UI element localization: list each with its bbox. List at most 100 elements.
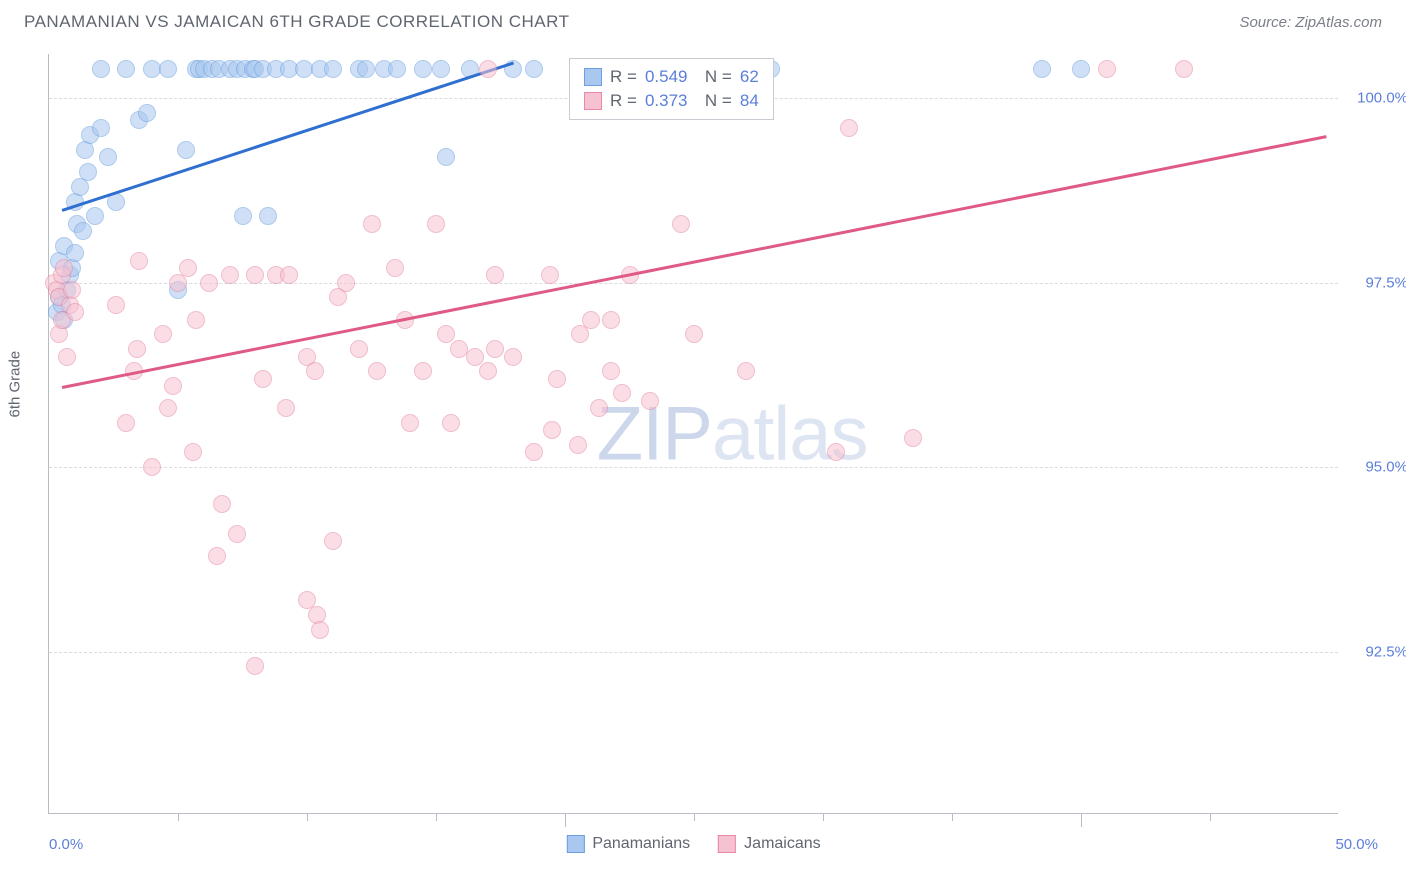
scatter-point bbox=[159, 60, 177, 78]
scatter-point bbox=[904, 429, 922, 447]
scatter-point bbox=[437, 148, 455, 166]
scatter-point bbox=[117, 60, 135, 78]
series-legend-label: Jamaicans bbox=[744, 835, 820, 853]
x-tick bbox=[823, 813, 824, 821]
scatter-point bbox=[71, 178, 89, 196]
scatter-point bbox=[234, 207, 252, 225]
scatter-point bbox=[324, 60, 342, 78]
scatter-point bbox=[138, 104, 156, 122]
scatter-point bbox=[246, 266, 264, 284]
scatter-point bbox=[254, 370, 272, 388]
scatter-point bbox=[184, 443, 202, 461]
x-label-max: 50.0% bbox=[1335, 836, 1378, 853]
scatter-point bbox=[187, 311, 205, 329]
x-tick bbox=[694, 813, 695, 821]
series-legend-item: Jamaicans bbox=[718, 835, 820, 853]
scatter-point bbox=[99, 148, 117, 166]
r-value: 0.549 bbox=[645, 67, 688, 87]
scatter-point bbox=[602, 362, 620, 380]
x-tick bbox=[178, 813, 179, 821]
scatter-point bbox=[582, 311, 600, 329]
scatter-point bbox=[602, 311, 620, 329]
scatter-point bbox=[613, 384, 631, 402]
scatter-point bbox=[306, 362, 324, 380]
series-legend: Panamanians Jamaicans bbox=[566, 835, 820, 853]
scatter-point bbox=[159, 399, 177, 417]
scatter-point bbox=[143, 458, 161, 476]
scatter-point bbox=[466, 348, 484, 366]
scatter-point bbox=[840, 119, 858, 137]
scatter-point bbox=[179, 259, 197, 277]
scatter-point bbox=[548, 370, 566, 388]
scatter-point bbox=[363, 215, 381, 233]
scatter-point bbox=[55, 259, 73, 277]
x-tick-major bbox=[565, 813, 566, 827]
scatter-point bbox=[221, 266, 239, 284]
legend-swatch bbox=[566, 835, 584, 853]
scatter-point bbox=[228, 525, 246, 543]
scatter-point bbox=[213, 495, 231, 513]
stats-legend-row: R = 0.549 N = 62 bbox=[584, 65, 759, 89]
gridline bbox=[49, 283, 1338, 284]
r-value: 0.373 bbox=[645, 91, 688, 111]
stats-legend-row: R = 0.373 N = 84 bbox=[584, 89, 759, 113]
y-tick-label: 97.5% bbox=[1365, 274, 1406, 291]
n-value: 62 bbox=[740, 67, 759, 87]
scatter-point bbox=[641, 392, 659, 410]
gridline bbox=[49, 652, 1338, 653]
scatter-point bbox=[1175, 60, 1193, 78]
scatter-point bbox=[246, 657, 264, 675]
n-value: 84 bbox=[740, 91, 759, 111]
watermark: ZIPatlas bbox=[597, 390, 868, 477]
scatter-point bbox=[311, 621, 329, 639]
scatter-point bbox=[479, 60, 497, 78]
scatter-point bbox=[117, 414, 135, 432]
trend-line bbox=[62, 135, 1327, 388]
scatter-point bbox=[208, 547, 226, 565]
scatter-point bbox=[541, 266, 559, 284]
scatter-point bbox=[525, 60, 543, 78]
legend-swatch bbox=[584, 68, 602, 86]
scatter-point bbox=[486, 266, 504, 284]
scatter-point bbox=[92, 60, 110, 78]
x-tick bbox=[952, 813, 953, 821]
scatter-point bbox=[479, 362, 497, 380]
scatter-point bbox=[324, 532, 342, 550]
scatter-point bbox=[590, 399, 608, 417]
chart-title: PANAMANIAN VS JAMAICAN 6TH GRADE CORRELA… bbox=[24, 12, 569, 32]
scatter-point bbox=[386, 259, 404, 277]
scatter-point bbox=[401, 414, 419, 432]
scatter-point bbox=[277, 399, 295, 417]
scatter-point bbox=[337, 274, 355, 292]
y-axis-title: 6th Grade bbox=[7, 350, 24, 417]
scatter-point bbox=[74, 222, 92, 240]
scatter-point bbox=[154, 325, 172, 343]
scatter-point bbox=[432, 60, 450, 78]
scatter-point bbox=[280, 266, 298, 284]
scatter-point bbox=[86, 207, 104, 225]
scatter-point bbox=[259, 207, 277, 225]
y-tick-label: 95.0% bbox=[1365, 459, 1406, 476]
scatter-point bbox=[1033, 60, 1051, 78]
scatter-point bbox=[427, 215, 445, 233]
scatter-point bbox=[58, 348, 76, 366]
scatter-point bbox=[66, 303, 84, 321]
legend-swatch bbox=[718, 835, 736, 853]
scatter-point bbox=[414, 60, 432, 78]
legend-swatch bbox=[584, 92, 602, 110]
scatter-point bbox=[164, 377, 182, 395]
scatter-point bbox=[685, 325, 703, 343]
scatter-point bbox=[128, 340, 146, 358]
x-tick-major bbox=[1081, 813, 1082, 827]
scatter-chart: 6th Grade ZIPatlas 92.5%95.0%97.5%100.0%… bbox=[48, 54, 1338, 814]
scatter-point bbox=[672, 215, 690, 233]
scatter-point bbox=[486, 340, 504, 358]
scatter-point bbox=[442, 414, 460, 432]
scatter-point bbox=[1098, 60, 1116, 78]
chart-source: Source: ZipAtlas.com bbox=[1239, 14, 1382, 31]
scatter-point bbox=[357, 60, 375, 78]
x-tick bbox=[307, 813, 308, 821]
series-legend-label: Panamanians bbox=[592, 835, 690, 853]
y-tick-label: 100.0% bbox=[1357, 90, 1406, 107]
x-tick bbox=[436, 813, 437, 821]
